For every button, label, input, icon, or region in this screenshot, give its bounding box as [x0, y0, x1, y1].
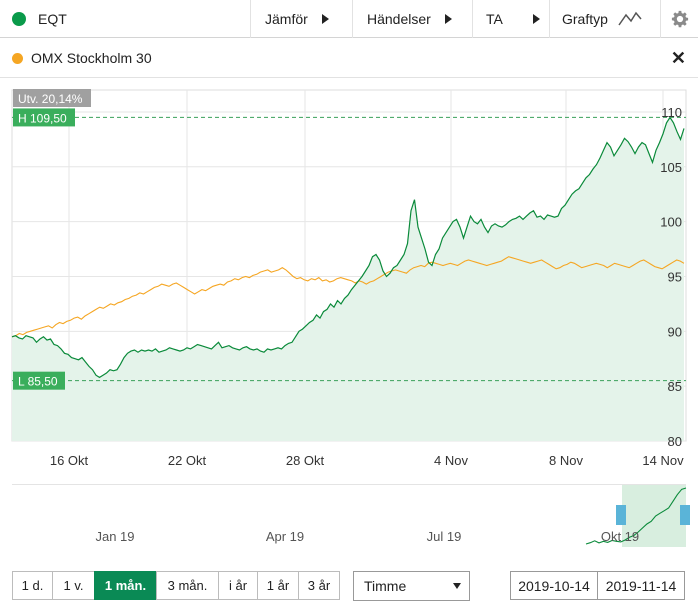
low-badge-text: L 85,50 — [18, 375, 58, 389]
from-date-field[interactable]: 2019-10-14 — [510, 571, 598, 600]
x-axis-ticks: 16 Okt 22 Okt 28 Okt 4 Nov 8 Nov 14 Nov — [50, 453, 684, 468]
low-badge: L 85,50 — [13, 371, 65, 390]
period-ytd-button[interactable]: i år — [218, 571, 258, 600]
y-tick-label: 110 — [661, 105, 682, 120]
x-tick-label: 4 Nov — [434, 453, 468, 468]
arrow-right-icon — [321, 14, 329, 24]
main-chart[interactable]: 110 105 100 95 90 85 80 16 Okt 22 Okt 28 Okt 4 No… — [0, 78, 698, 478]
period-3y-button[interactable]: 3 år — [298, 571, 340, 600]
symbol-color-dot — [12, 12, 26, 26]
eqt-area-fill — [12, 117, 684, 442]
compare-menu[interactable]: Jämför — [250, 0, 352, 38]
change-badge-text: Utv. 20,14% — [18, 92, 83, 106]
chart-type-menu[interactable]: Graftyp — [549, 0, 660, 38]
navigator-label: Jan 19 — [95, 529, 134, 544]
legend-item-omxs30[interactable]: OMX Stockholm 30 — [12, 38, 152, 78]
navigator-label: Okt 19 — [601, 529, 639, 544]
period-buttons: 1 d. 1 v. 1 mån. 3 mån. i år 1 år 3 år — [12, 571, 340, 600]
period-3m-button[interactable]: 3 mån. — [156, 571, 219, 600]
interval-selected: Timme — [364, 578, 407, 594]
legend-color-dot — [12, 52, 23, 64]
chart-type-label: Graftyp — [562, 11, 608, 27]
events-menu[interactable]: Händelser — [352, 0, 472, 38]
y-tick-label: 105 — [660, 160, 682, 175]
legend-bar: OMX Stockholm 30 ✕ — [0, 38, 698, 78]
period-1w-button[interactable]: 1 v. — [52, 571, 95, 600]
y-tick-label: 95 — [668, 269, 682, 284]
x-tick-label: 14 Nov — [642, 453, 684, 468]
navigator-label: Apr 19 — [266, 529, 304, 544]
range-navigator[interactable]: Jan 19 Apr 19 Jul 19 Okt 19 — [0, 484, 698, 559]
compare-label: Jämför — [265, 11, 308, 27]
y-tick-label: 85 — [668, 379, 682, 394]
navigator-left-handle[interactable] — [616, 505, 626, 525]
x-tick-label: 28 Okt — [286, 453, 325, 468]
arrow-right-icon — [444, 14, 452, 24]
navigator-label: Jul 19 — [427, 529, 462, 544]
symbol-label: EQT — [38, 11, 67, 27]
toolbar: EQT Jämför Händelser TA Graftyp — [0, 0, 698, 38]
events-label: Händelser — [367, 11, 431, 27]
x-tick-label: 22 Okt — [168, 453, 207, 468]
change-badge: Utv. 20,14% — [13, 89, 91, 107]
settings-button[interactable] — [660, 0, 698, 38]
ta-menu[interactable]: TA — [472, 0, 549, 38]
period-1m-button[interactable]: 1 mån. — [94, 571, 157, 600]
omxs30-series-line — [11, 256, 685, 338]
ta-label: TA — [486, 11, 503, 27]
period-1d-button[interactable]: 1 d. — [12, 571, 53, 600]
legend-label: OMX Stockholm 30 — [31, 50, 152, 66]
y-axis-ticks: 110 105 100 95 90 85 80 — [660, 105, 682, 449]
arrow-right-icon — [532, 14, 540, 24]
symbol-selector[interactable]: EQT — [12, 0, 67, 38]
high-badge-text: H 109,50 — [18, 111, 67, 125]
high-badge: H 109,50 — [13, 108, 75, 127]
interval-select[interactable]: Timme — [353, 571, 470, 601]
y-tick-label: 80 — [668, 434, 682, 449]
x-tick-label: 16 Okt — [50, 453, 89, 468]
x-tick-label: 8 Nov — [549, 453, 583, 468]
navigator-labels: Jan 19 Apr 19 Jul 19 Okt 19 — [95, 529, 639, 544]
period-1y-button[interactable]: 1 år — [257, 571, 299, 600]
chevron-down-icon — [453, 583, 461, 589]
navigator-series-line — [585, 487, 687, 545]
navigator-right-handle[interactable] — [680, 505, 690, 525]
to-date-field[interactable]: 2019-11-14 — [597, 571, 685, 600]
close-icon[interactable]: ✕ — [670, 48, 686, 68]
y-tick-label: 90 — [668, 324, 682, 339]
eqt-series-line — [11, 116, 685, 379]
navigator-selection[interactable] — [622, 485, 686, 547]
y-tick-label: 100 — [660, 215, 682, 230]
gear-icon — [671, 10, 688, 28]
line-chart-icon — [618, 11, 642, 26]
